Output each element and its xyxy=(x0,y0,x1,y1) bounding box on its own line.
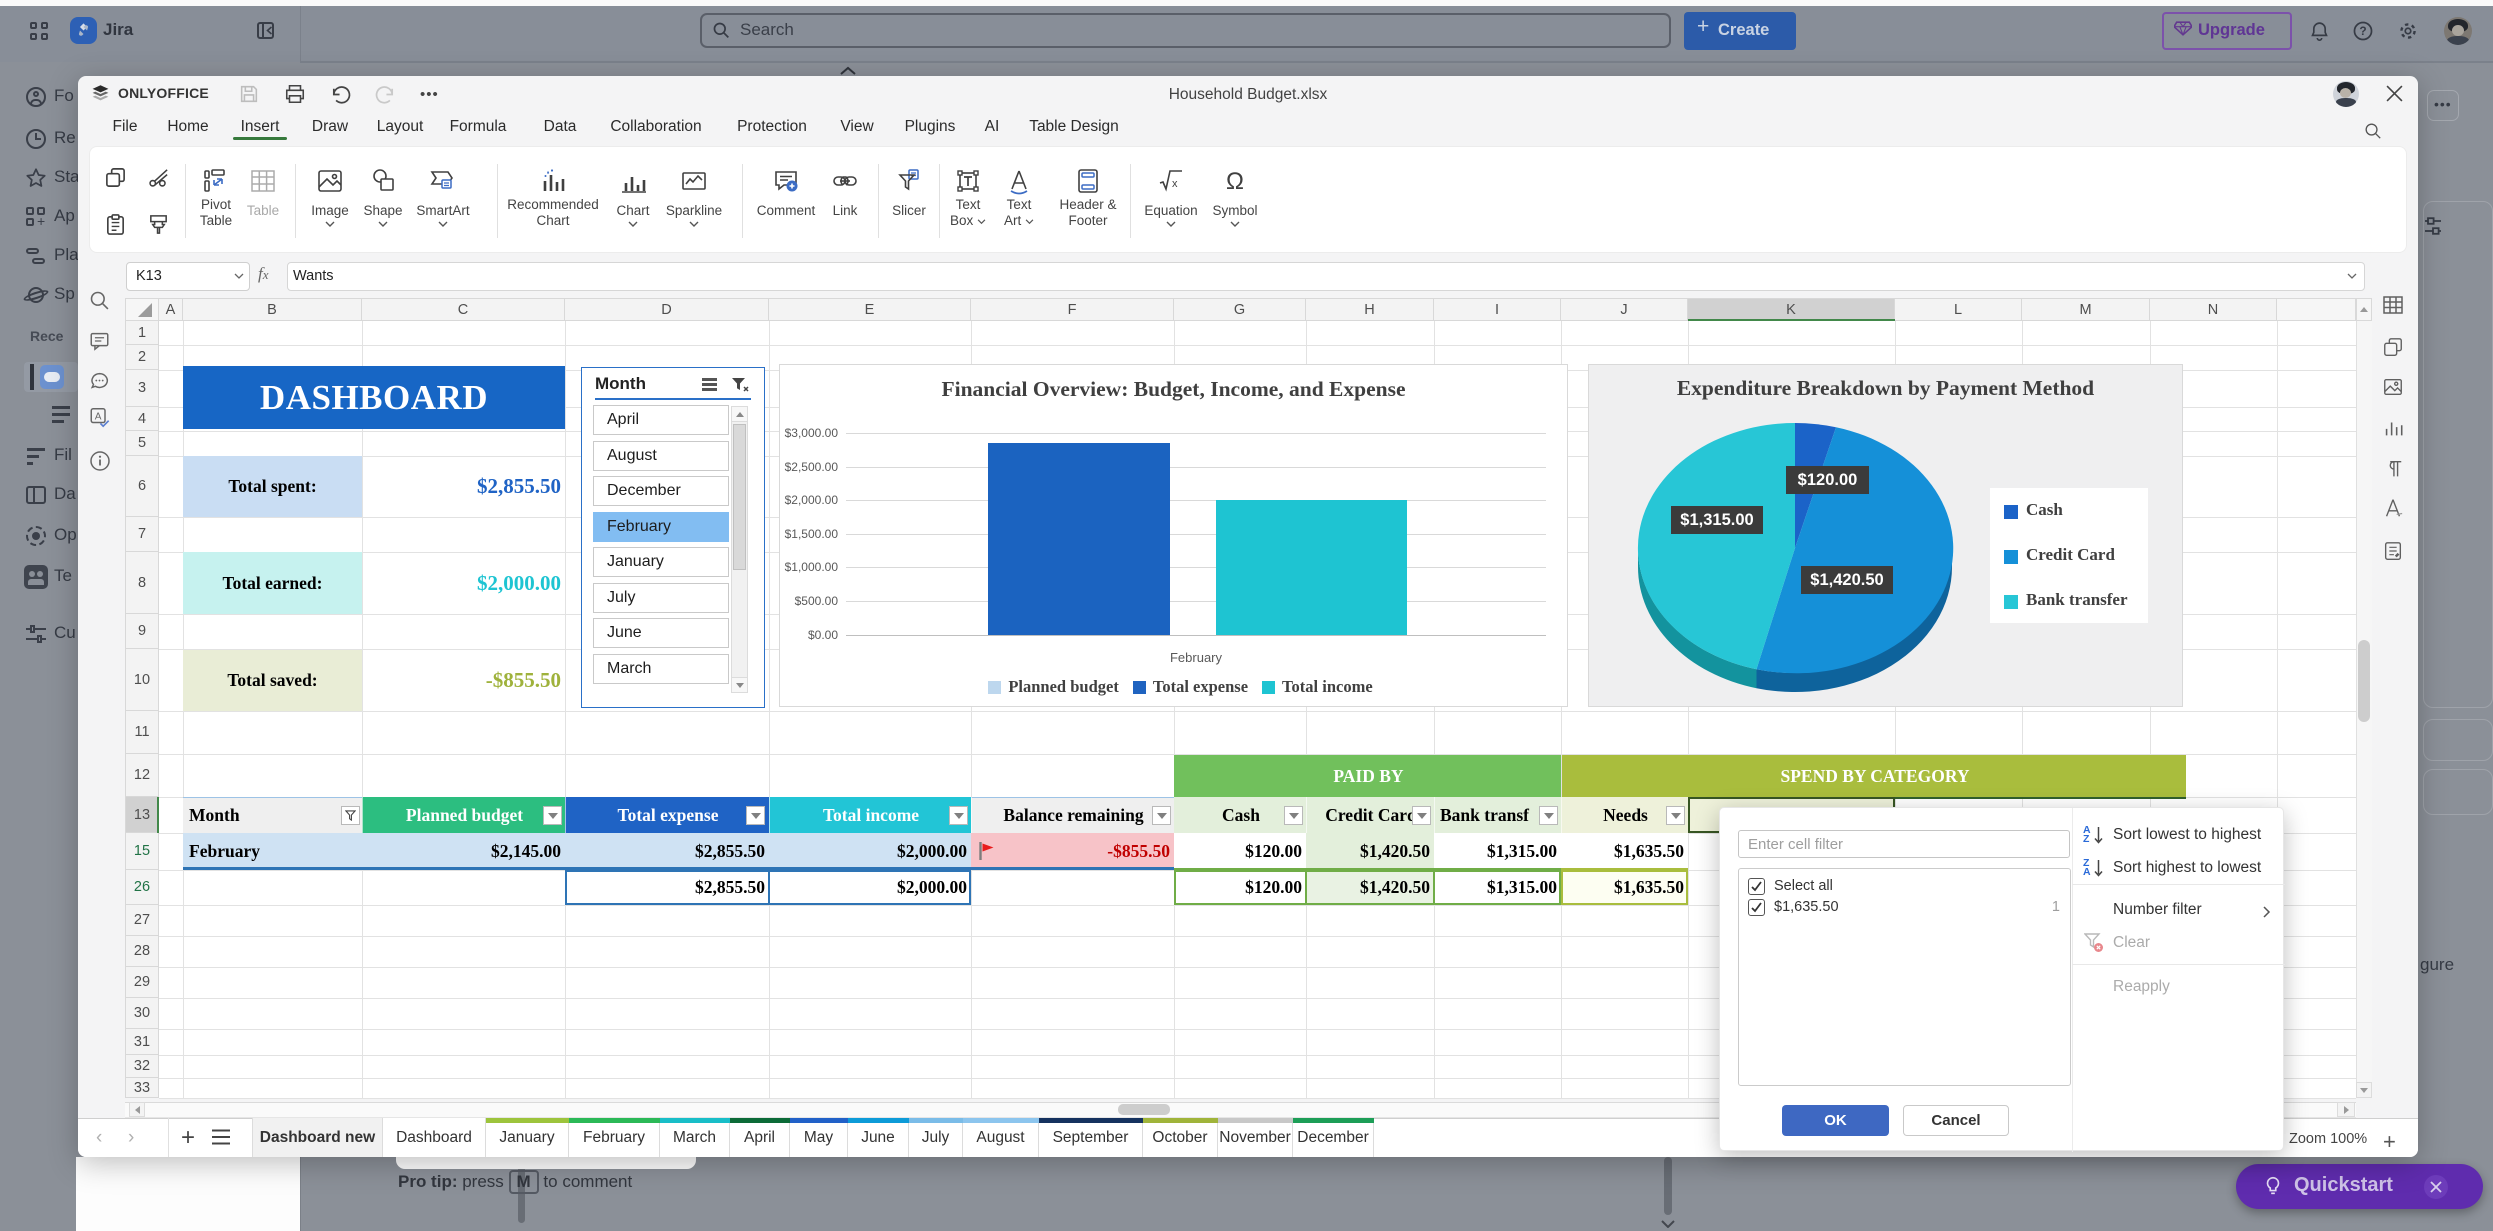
svg-text:Ω: Ω xyxy=(1226,168,1244,195)
svg-text:?: ? xyxy=(2359,24,2366,38)
svg-text:A: A xyxy=(95,411,102,422)
svg-text:x: x xyxy=(1172,178,1178,190)
